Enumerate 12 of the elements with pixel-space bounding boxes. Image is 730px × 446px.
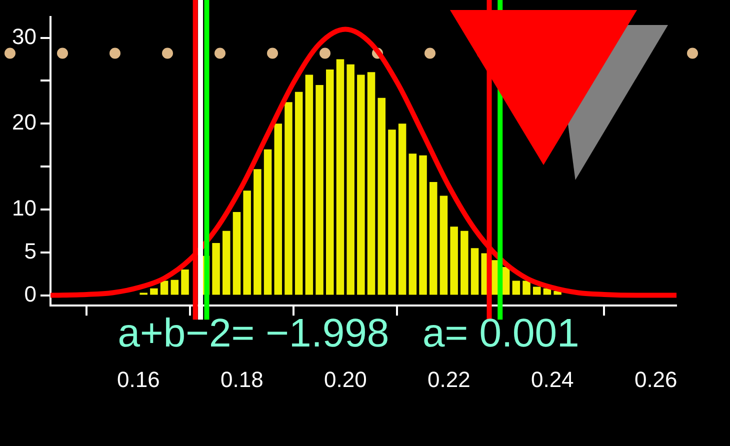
y-tick-label: 20 [12, 110, 36, 135]
y-tick-label: 5 [24, 238, 36, 264]
y-tick-label: 0 [24, 281, 36, 306]
x-tick-label: 0.24 [530, 366, 574, 392]
x-tick-label: 0.18 [220, 366, 264, 392]
x-tick-label: 0.20 [324, 366, 367, 392]
x-tick-label: 0.22 [427, 366, 470, 392]
x-tick-label: 0.16 [117, 366, 160, 392]
y-tick-label: 10 [12, 196, 36, 221]
text: a+b−2= −1.998 a= 0.001 [118, 312, 580, 356]
x-tick-label: 0.26 [634, 366, 678, 392]
y-tick-label: 30 [12, 24, 36, 49]
